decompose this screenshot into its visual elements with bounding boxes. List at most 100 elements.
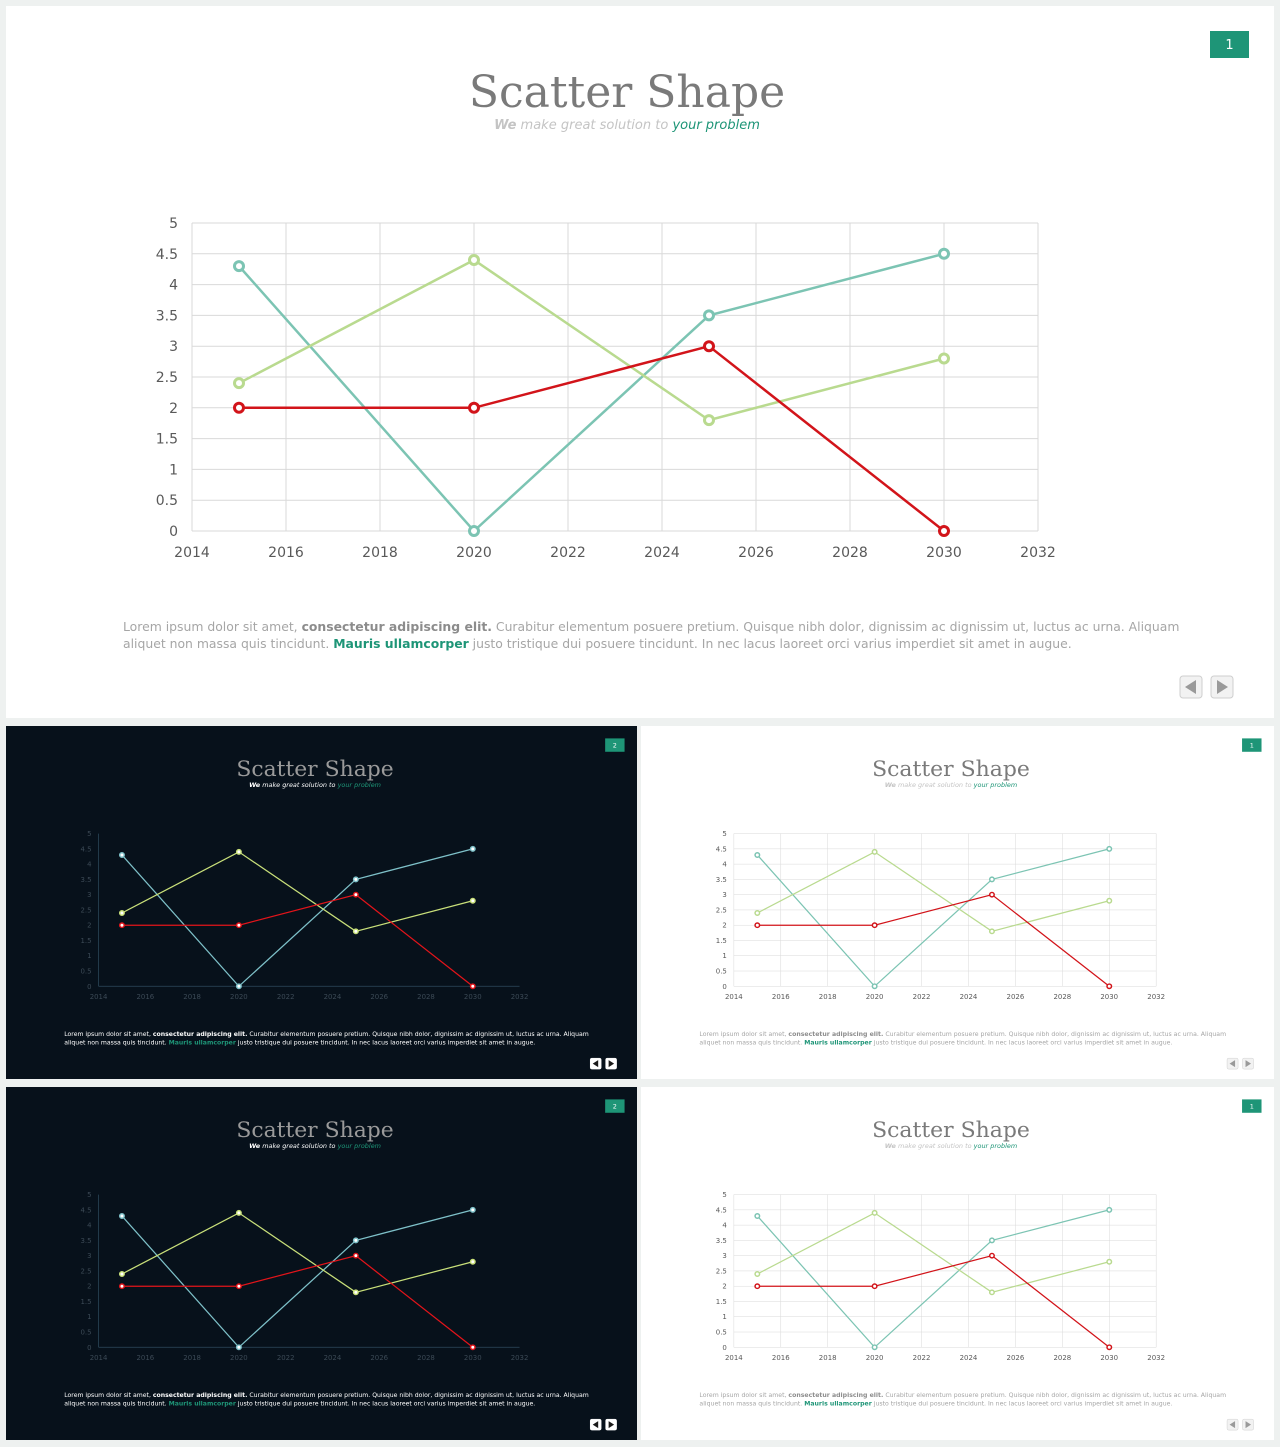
series-red xyxy=(233,340,950,537)
next-slide-button[interactable] xyxy=(605,1418,617,1431)
data-point-green xyxy=(352,928,359,935)
y-tick-label: 2 xyxy=(722,922,726,930)
data-point-red xyxy=(1106,983,1113,990)
scatter-chart: 0 0.5 1 1.5 2 2.5 3 3.5 4 4.5 5 2014 2016 2018 2020 202… xyxy=(156,216,1056,561)
series-line-red xyxy=(121,1254,474,1348)
x-tick-label: 2018 xyxy=(183,1354,201,1362)
data-point-red xyxy=(352,1252,359,1259)
series-line-green xyxy=(121,851,473,932)
body-text: Lorem ipsum dolor sit amet, consectetur … xyxy=(699,1031,1226,1046)
series-line-green xyxy=(121,1212,473,1293)
prev-slide-button[interactable] xyxy=(1226,1057,1239,1070)
y-tick-label: 2 xyxy=(87,922,91,930)
x-tick-label: 2014 xyxy=(725,1354,743,1362)
series-line-teal xyxy=(756,1209,1110,1349)
x-tick-label: 2014 xyxy=(90,993,108,1001)
series-line-red xyxy=(757,893,1110,987)
series-line-red xyxy=(239,344,945,532)
series-green xyxy=(233,253,950,427)
data-point-green xyxy=(1106,897,1113,904)
prev-slide-button[interactable] xyxy=(589,1057,602,1070)
body-text-segment: justo tristique dui posuere tincidunt. I… xyxy=(236,1039,535,1046)
x-tick-label: 2022 xyxy=(550,545,586,561)
y-tick-label: 1 xyxy=(87,952,91,960)
x-tick-label: 2020 xyxy=(230,1354,248,1362)
x-tick-label: 2024 xyxy=(960,1354,978,1362)
data-point-green xyxy=(469,897,476,904)
y-tick-label: 3.5 xyxy=(156,308,178,324)
data-point-teal xyxy=(1106,845,1113,852)
series-green xyxy=(754,1209,1113,1296)
series-teal xyxy=(233,247,950,537)
slide-light-thumbnail-2[interactable]: 1 Scatter Shape We make great solution to … xyxy=(641,1087,1274,1440)
data-point-red xyxy=(703,340,715,353)
data-point-green xyxy=(871,848,878,855)
subtitle-middle: make great solution to xyxy=(260,781,337,789)
body-text-segment: justo tristique dui posuere tincidunt. I… xyxy=(872,1400,1173,1407)
x-tick-label: 2018 xyxy=(183,993,201,1001)
body-text-segment: Lorem ipsum dolor sit amet, xyxy=(699,1392,788,1399)
subtitle-highlight: your problem xyxy=(973,781,1018,789)
triangle-left-icon xyxy=(592,1421,599,1429)
prev-slide-button[interactable] xyxy=(589,1418,602,1431)
prev-slide-button[interactable] xyxy=(1179,675,1203,699)
series-line-teal xyxy=(121,848,473,988)
x-tick-label: 2026 xyxy=(738,545,774,561)
prev-slide-button[interactable] xyxy=(1226,1418,1239,1431)
x-tick-label: 2022 xyxy=(913,993,931,1001)
y-tick-label: 2 xyxy=(87,1283,91,1291)
y-tick-label: 0.5 xyxy=(716,968,727,976)
next-slide-button[interactable] xyxy=(1210,675,1234,699)
next-slide-button[interactable] xyxy=(605,1057,617,1070)
body-text-line2: aliquet non massa quis tincidunt. Mauris… xyxy=(699,1039,1172,1046)
data-point-green xyxy=(988,1289,995,1296)
series-red xyxy=(118,891,476,990)
data-point-teal xyxy=(871,983,878,990)
body-text: Lorem ipsum dolor sit amet, consectetur … xyxy=(64,1392,589,1407)
body-text-segment: consectetur adipiscing elit. xyxy=(788,1392,883,1399)
scatter-chart: 0 0.5 1 1.5 2 2.5 3 3.5 4 4.5 5 2014 2016 2018 2020 202… xyxy=(81,1191,529,1362)
body-text-line2: aliquet non massa quis tincidunt. Mauris… xyxy=(699,1400,1172,1407)
body-text-segment: Curabitur elementum posuere pretium. Qui… xyxy=(883,1031,1226,1038)
x-tick-label: 2018 xyxy=(362,545,398,561)
data-point-green xyxy=(703,414,715,427)
data-point-teal xyxy=(871,1344,878,1351)
x-tick-label: 2024 xyxy=(324,1354,342,1362)
data-point-teal xyxy=(468,525,480,537)
x-tick-label: 2028 xyxy=(417,1354,435,1362)
x-tick-label: 2020 xyxy=(456,545,492,561)
data-point-green xyxy=(754,1271,761,1277)
page-number: 1 xyxy=(1250,1102,1254,1110)
subtitle-prefix: We xyxy=(885,781,897,789)
body-text-segment: aliquet non massa quis tincidunt. xyxy=(699,1039,804,1046)
x-tick-label: 2026 xyxy=(1007,993,1025,1001)
subtitle-highlight: your problem xyxy=(337,781,381,789)
slide-dark-thumbnail-1[interactable]: 2 Scatter Shape We make great solution to … xyxy=(6,726,637,1079)
x-tick-label: 2014 xyxy=(90,1354,108,1362)
data-point-green xyxy=(235,1209,242,1216)
body-text-line1: Lorem ipsum dolor sit amet, consectetur … xyxy=(64,1392,589,1399)
slide-title: Scatter Shape xyxy=(236,757,393,782)
next-slide-button[interactable] xyxy=(1242,1418,1254,1431)
y-tick-label: 5 xyxy=(722,830,726,838)
body-text-line2: aliquet non massa quis tincidunt. Mauris… xyxy=(123,636,1072,651)
series-teal xyxy=(754,1206,1113,1351)
x-tick-label: 2022 xyxy=(277,1354,295,1362)
slide-dark-thumbnail-2[interactable]: 2 Scatter Shape We make great solution to … xyxy=(6,1087,637,1440)
x-tick-label: 2032 xyxy=(1147,1354,1165,1362)
data-point-red xyxy=(352,891,359,898)
triangle-left-icon xyxy=(1185,680,1196,694)
scatter-chart: 0 0.5 1 1.5 2 2.5 3 3.5 4 4.5 5 2014 2016 2018 2020 202… xyxy=(81,830,529,1001)
data-point-red xyxy=(988,891,995,898)
chart-gridlines xyxy=(191,222,1039,532)
triangle-left-icon xyxy=(592,1060,599,1068)
body-text-segment: Mauris ullamcorper xyxy=(804,1400,873,1407)
data-point-red xyxy=(938,525,950,537)
body-text-segment: justo tristique dui posuere tincidunt. I… xyxy=(872,1039,1173,1046)
series-line-red xyxy=(757,1254,1110,1348)
next-slide-button[interactable] xyxy=(1242,1057,1254,1070)
body-text-segment: aliquet non massa quis tincidunt. xyxy=(64,1400,168,1407)
y-tick-label: 2.5 xyxy=(716,906,727,914)
slide-light-thumbnail-1[interactable]: 1 Scatter Shape We make great solution to … xyxy=(641,726,1274,1079)
